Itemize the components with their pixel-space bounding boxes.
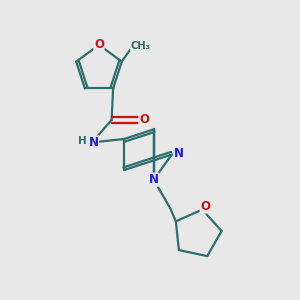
Text: CH₃: CH₃ [130, 40, 151, 51]
Text: N: N [173, 146, 184, 160]
Text: H: H [78, 136, 87, 146]
Text: O: O [200, 200, 210, 213]
Text: N: N [149, 173, 159, 186]
Text: O: O [139, 113, 149, 126]
Text: O: O [94, 38, 104, 52]
Text: N: N [88, 136, 99, 149]
